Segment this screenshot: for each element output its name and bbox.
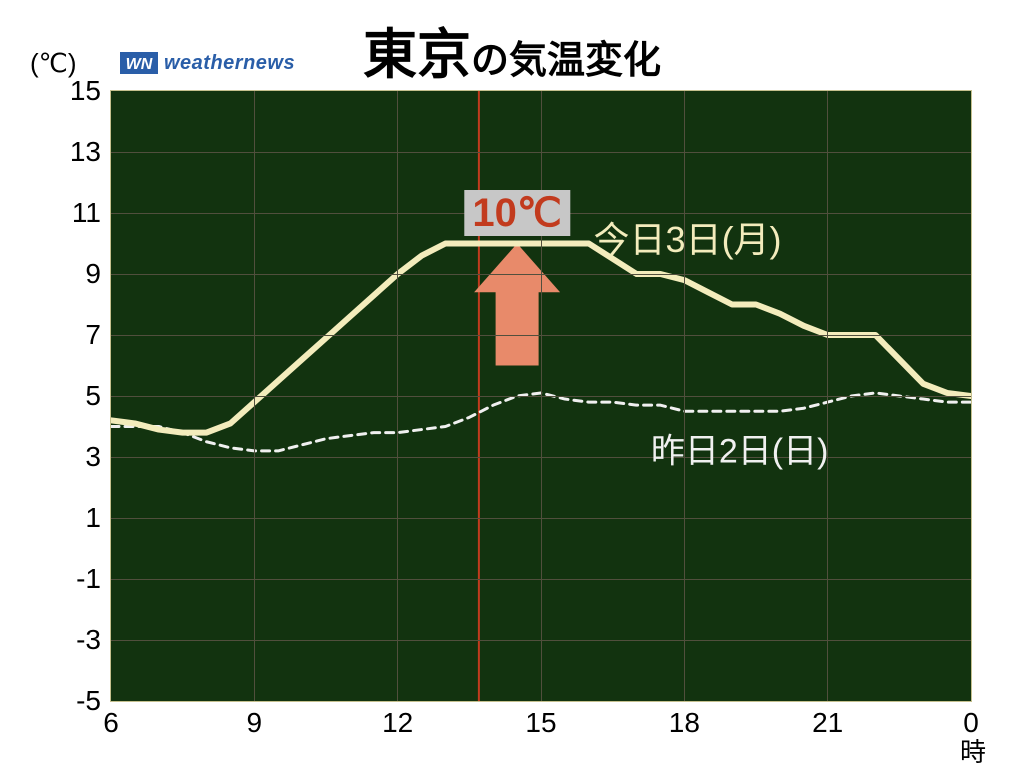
weathernews-logo: WN weathernews (120, 48, 295, 78)
y-tick-label: -1 (41, 563, 111, 595)
gridline-vertical (684, 91, 685, 701)
gridline-vertical (397, 91, 398, 701)
y-tick-label: 7 (41, 319, 111, 351)
gridline-vertical (827, 91, 828, 701)
y-tick-label: 3 (41, 441, 111, 473)
gridline-vertical (541, 91, 542, 701)
y-tick-label: 1 (41, 502, 111, 534)
x-tick-label: 6 (103, 701, 119, 739)
y-tick-label: -5 (41, 685, 111, 717)
x-tick-label: 9 (247, 701, 263, 739)
x-tick-label: 18 (669, 701, 700, 739)
series-yesterday-label: 昨日2日(日) (651, 423, 829, 472)
y-tick-label: 11 (41, 197, 111, 229)
up-arrow-icon (474, 244, 560, 366)
title-city: 東京 (363, 25, 471, 85)
x-axis-unit: 時 (960, 732, 986, 768)
chart-page: 東京の気温変化 WN weathernews (℃) -5-3-11357911… (0, 0, 1024, 768)
wn-logo-icon: WN (120, 48, 158, 78)
x-tick-label: 15 (525, 701, 556, 739)
x-tick-label: 21 (812, 701, 843, 739)
y-tick-label: 5 (41, 380, 111, 412)
peak-annotation: 10℃ (464, 190, 569, 236)
svg-text:WN: WN (126, 56, 153, 73)
gridline-vertical (254, 91, 255, 701)
title-suffix: の気温変化 (471, 40, 661, 82)
series-today-label: 今日3日(月) (594, 211, 782, 263)
y-tick-label: 15 (41, 75, 111, 107)
plot-area: -5-3-1135791113156912151821010℃今日3日(月)昨日… (110, 90, 972, 702)
y-tick-label: 9 (41, 258, 111, 290)
y-tick-label: -3 (41, 624, 111, 656)
y-tick-label: 13 (41, 136, 111, 168)
x-tick-label: 12 (382, 701, 413, 739)
weathernews-logo-text: weathernews (164, 52, 295, 75)
